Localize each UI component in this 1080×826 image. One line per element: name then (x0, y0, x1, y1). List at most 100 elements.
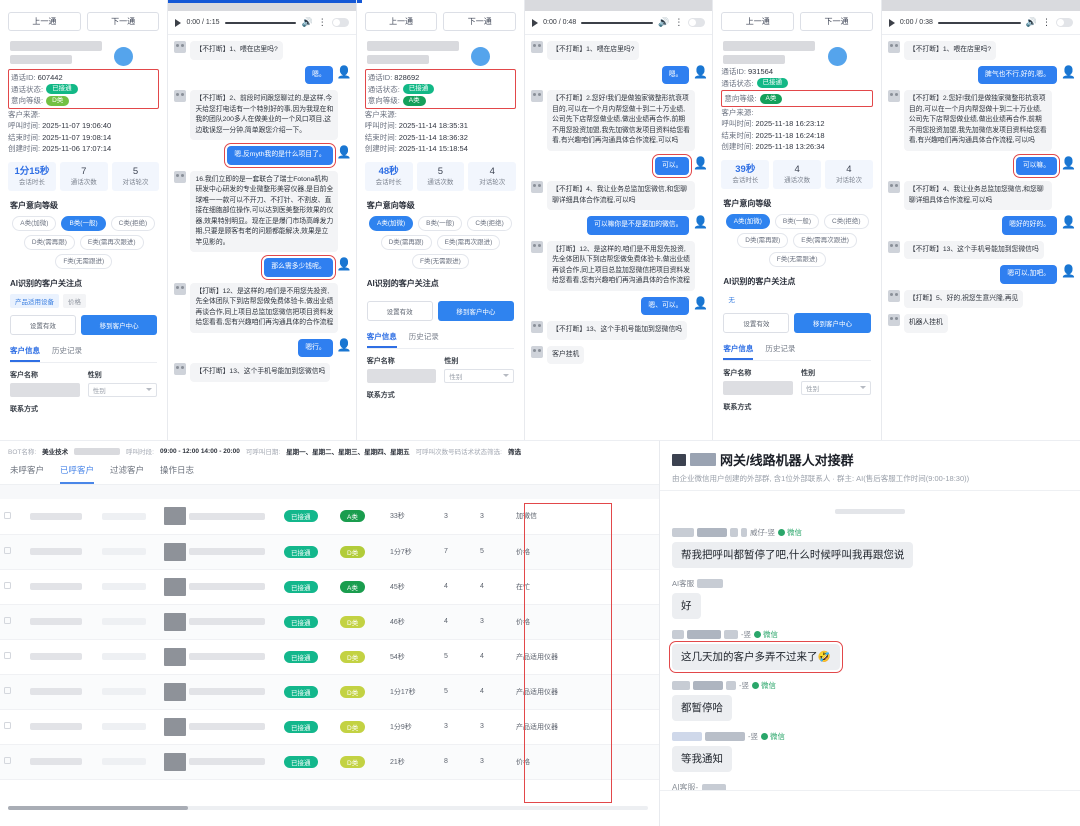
table-row[interactable]: 已接通 D类 1分17秒 5 4 产品适用仪器 (0, 674, 659, 710)
intent-chip-e[interactable]: E类(需再次跟进) (436, 234, 501, 250)
table-row[interactable]: 已接通 D类 54秒 5 4 产品适用仪器 (0, 639, 659, 675)
gender-select[interactable]: 性别 (87, 382, 158, 397)
cell-turns: 3 (476, 604, 512, 640)
prev-call-button[interactable]: 上一通 (8, 12, 81, 31)
tab-customer-info[interactable]: 客户信息 (10, 345, 40, 362)
tab-operation-log[interactable]: 操作日志 (160, 465, 195, 475)
volume-icon[interactable]: 🔊 (301, 17, 313, 27)
next-call-button[interactable]: 下一通 (443, 12, 517, 31)
row-checkbox[interactable] (0, 639, 26, 675)
cell-recording[interactable] (160, 639, 280, 675)
focus-tag: 无 (728, 296, 735, 304)
table-row[interactable]: 已接通 D类 1分7秒 7 5 价格 (0, 534, 659, 570)
cell-recording[interactable] (160, 709, 280, 745)
volume-icon[interactable]: 🔊 (658, 17, 670, 27)
gender-select[interactable]: 性别 (801, 380, 871, 395)
intent-chip-c[interactable]: C类(拒绝) (110, 215, 156, 231)
move-to-customer-center-button[interactable]: 移到客户中心 (80, 314, 158, 335)
next-call-button[interactable]: 下一通 (800, 12, 873, 31)
intent-chip-b[interactable]: B类(一般) (61, 215, 106, 231)
tab-history[interactable]: 历史记录 (408, 331, 439, 341)
tab-customer-info[interactable]: 客户信息 (723, 343, 754, 360)
intent-chip-d[interactable]: D类(需再跟) (23, 234, 75, 250)
cell-recording[interactable] (160, 569, 280, 605)
table-row[interactable]: 已接通 A类 33秒 3 3 加微信 (0, 499, 659, 535)
player-toggle[interactable] (1056, 18, 1073, 27)
more-options-icon[interactable]: ⋮ (317, 17, 327, 27)
customer-name-input[interactable] (10, 382, 80, 397)
call-id-value: 931564 (748, 67, 774, 76)
set-valid-button[interactable]: 设置有效 (366, 300, 433, 321)
customer-name-input[interactable] (366, 368, 437, 383)
row-checkbox[interactable] (0, 744, 26, 780)
gender-select[interactable]: 性别 (444, 368, 515, 383)
horizontal-scrollbar[interactable] (8, 806, 648, 810)
intent-chip-f[interactable]: F类(无需跟进) (412, 253, 469, 269)
table-row[interactable]: 已接通 D类 46秒 4 3 价格 (0, 604, 659, 640)
tab-filtered-customers[interactable]: 过滤客户 (110, 465, 145, 475)
set-valid-button[interactable]: 设置有效 (723, 312, 790, 333)
player-toggle[interactable] (688, 18, 706, 27)
chat-message: -竖 微信 都暂停哈 (672, 680, 1068, 721)
more-options-icon[interactable]: ⋮ (1042, 17, 1051, 27)
intent-chip-b[interactable]: B类(一般) (418, 215, 463, 231)
customer-name-input[interactable] (723, 380, 794, 395)
intent-chip-e[interactable]: E类(需再次跟进) (79, 234, 144, 250)
play-icon[interactable] (888, 18, 895, 27)
intent-chip-b[interactable]: B类(一般) (774, 213, 820, 229)
cell-recording[interactable] (160, 674, 280, 710)
table-row[interactable]: 已接通 D类 21秒 8 3 价格 (0, 744, 659, 780)
intent-chip-f[interactable]: F类(无需跟进) (55, 253, 113, 269)
volume-icon[interactable]: 🔊 (1025, 17, 1037, 27)
intent-chip-f[interactable]: F类(无需跟进) (768, 251, 826, 267)
player-toggle[interactable] (331, 18, 349, 27)
intent-chip-a[interactable]: A类(加微) (725, 213, 770, 229)
next-call-button[interactable]: 下一通 (86, 12, 160, 31)
move-to-customer-center-button[interactable]: 移到客户中心 (794, 312, 871, 333)
intent-chip-a[interactable]: A类(加微) (368, 215, 414, 231)
th-select[interactable] (0, 485, 26, 499)
row-checkbox[interactable] (0, 709, 26, 745)
row-checkbox[interactable] (0, 499, 26, 535)
tab-history[interactable]: 历史记录 (52, 345, 82, 355)
set-valid-button[interactable]: 设置有效 (10, 314, 76, 335)
tab-called-customers[interactable]: 已呼客户 (60, 464, 95, 484)
intent-chip-d[interactable]: D类(需再跟) (737, 232, 789, 248)
cell-recording[interactable] (160, 604, 280, 640)
cell-recording[interactable] (160, 744, 280, 780)
play-icon[interactable] (175, 18, 182, 27)
table-row[interactable]: 已接通 A类 45秒 4 4 在忙 (0, 569, 659, 605)
bot-name-redacted (74, 447, 121, 455)
row-checkbox[interactable] (0, 534, 26, 570)
intent-badge: D类 (340, 650, 366, 663)
filter-button[interactable]: 筛选 (507, 449, 521, 456)
focus-tag: 价格 (63, 293, 86, 308)
bot-message: 【不打断】1、喂在店里吗? (190, 41, 283, 60)
player-progress-track[interactable] (937, 21, 1021, 24)
intent-chip-c[interactable]: C类(拒绝) (467, 215, 512, 231)
prev-call-button[interactable]: 上一通 (364, 12, 438, 31)
tab-customer-info[interactable]: 客户信息 (366, 331, 397, 348)
stat-label: 通话次数 (70, 178, 97, 186)
intent-chip-a[interactable]: A类(加微) (12, 215, 57, 231)
tab-uncalled-customers[interactable]: 未呼客户 (10, 465, 45, 475)
intent-chip-d[interactable]: D类(需再跟) (380, 234, 432, 250)
player-progress-track[interactable] (224, 21, 297, 24)
play-icon[interactable] (532, 18, 539, 27)
tab-history[interactable]: 历史记录 (765, 343, 796, 353)
cell-customer (26, 674, 98, 710)
row-checkbox[interactable] (0, 569, 26, 605)
cell-recording[interactable] (160, 499, 280, 535)
table-row[interactable]: 已接通 D类 1分9秒 3 3 产品适用仪器 (0, 709, 659, 745)
message-composer[interactable] (660, 790, 1080, 826)
cell-group (98, 499, 160, 535)
move-to-customer-center-button[interactable]: 移到客户中心 (437, 300, 515, 321)
row-checkbox[interactable] (0, 604, 26, 640)
intent-chip-c[interactable]: C类(拒绝) (824, 213, 869, 229)
more-options-icon[interactable]: ⋮ (674, 17, 684, 27)
intent-chip-e[interactable]: E类(需再次跟进) (793, 232, 857, 248)
prev-call-button[interactable]: 上一通 (721, 12, 795, 31)
player-progress-track[interactable] (581, 21, 654, 24)
row-checkbox[interactable] (0, 674, 26, 710)
cell-recording[interactable] (160, 534, 280, 570)
